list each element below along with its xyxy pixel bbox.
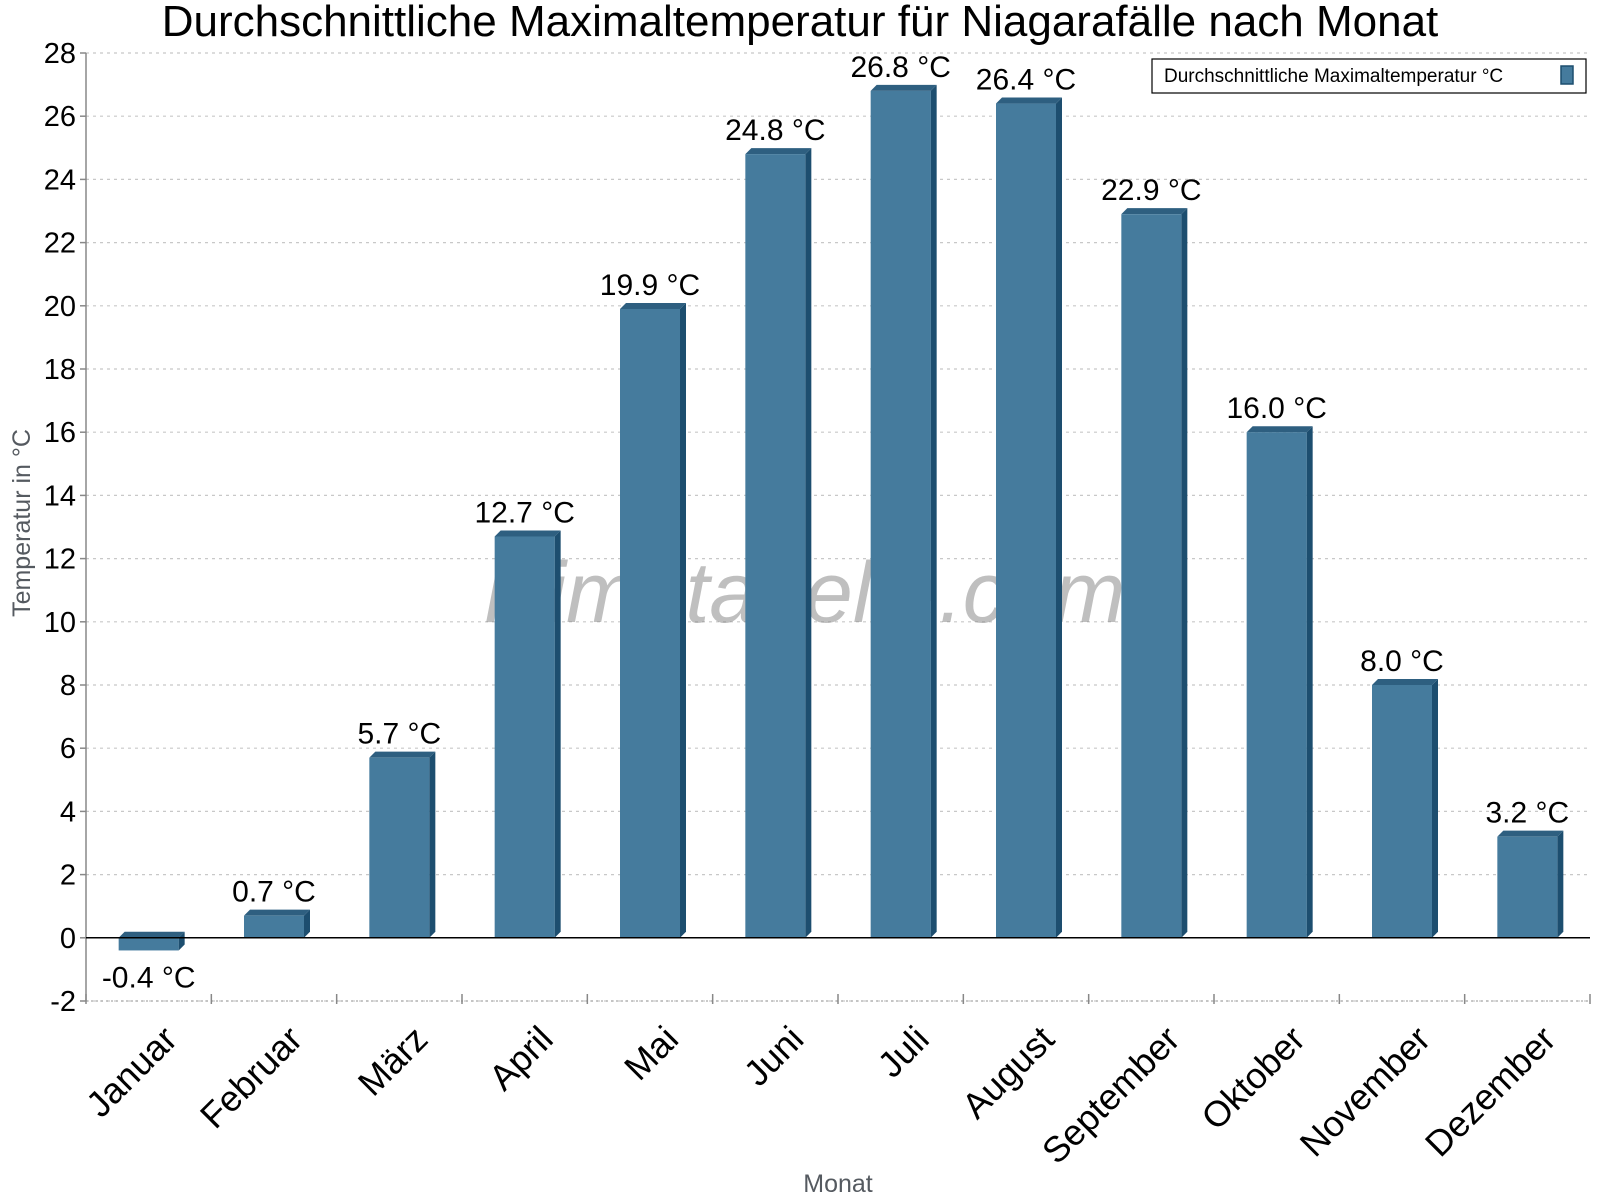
data-label: 5.7 °C — [357, 718, 441, 751]
x-tick-label: Oktober — [1193, 1018, 1313, 1138]
bar — [996, 103, 1056, 938]
data-label: 24.8 °C — [725, 114, 825, 147]
data-label: 19.9 °C — [600, 269, 700, 302]
x-tick-label: Januar — [78, 1018, 185, 1125]
x-tick-label: Dezember — [1417, 1018, 1563, 1164]
x-tick-label: April — [481, 1018, 561, 1098]
y-tick-label: 6 — [60, 733, 76, 765]
bar-side — [1432, 679, 1438, 938]
data-label: 3.2 °C — [1485, 797, 1569, 830]
y-tick-label: 22 — [44, 228, 76, 260]
y-tick-label: 20 — [44, 291, 76, 323]
y-tick-label: 0 — [60, 923, 76, 955]
bar — [244, 915, 304, 938]
y-tick-label: 28 — [44, 38, 76, 70]
x-tick-label: Februar — [192, 1018, 310, 1136]
data-label: 22.9 °C — [1101, 174, 1201, 207]
x-tick-label: August — [954, 1018, 1062, 1126]
y-tick-label: 16 — [44, 417, 76, 449]
bar-side — [554, 530, 561, 938]
bar-top — [244, 909, 310, 916]
y-tick-label: 18 — [44, 354, 76, 386]
bar — [494, 536, 555, 938]
data-label: 0.7 °C — [232, 876, 316, 909]
bar-side — [1056, 97, 1062, 938]
y-tick-label: 2 — [60, 860, 76, 892]
grid-lines — [86, 52, 1590, 1002]
x-tick-label: September — [1034, 1018, 1188, 1172]
bar — [620, 308, 680, 938]
bar-side — [680, 302, 686, 938]
data-labels: -0.4 °C 0.7 °C 5.7 °C 12.7 °C 19.9 °C 24.8 °C… — [102, 51, 1569, 995]
bar-top — [118, 931, 185, 938]
bar-side — [429, 751, 436, 938]
legend: Durchschnittliche Maximaltemperatur °C — [1151, 58, 1587, 94]
bar-side — [930, 84, 937, 938]
data-label: 16.0 °C — [1226, 392, 1326, 425]
bar-side — [304, 909, 310, 938]
bar — [870, 90, 931, 938]
data-label: 26.8 °C — [850, 51, 950, 84]
bar-top — [745, 148, 812, 155]
bar — [118, 937, 179, 951]
data-label: 8.0 °C — [1360, 645, 1444, 678]
axes — [80, 52, 1591, 1004]
bar — [745, 154, 806, 938]
bar-top — [1372, 679, 1438, 685]
bar-side — [805, 148, 812, 938]
y-tick-label: 24 — [44, 164, 76, 196]
bar-side — [1557, 830, 1564, 938]
bar-top — [996, 97, 1062, 104]
bar — [1372, 685, 1432, 938]
x-tick-label: Juli — [870, 1018, 937, 1085]
y-tick-label: -2 — [50, 986, 76, 1018]
bars-group — [118, 84, 1564, 951]
y-tick-label: 10 — [44, 607, 76, 639]
bar-top — [369, 751, 436, 758]
y-tick-label: 26 — [44, 101, 76, 133]
bar — [1497, 836, 1558, 938]
bar-side — [1181, 208, 1188, 938]
bar-top — [494, 530, 561, 537]
y-axis-label: Temperatur in °C — [8, 429, 36, 617]
data-label: -0.4 °C — [102, 961, 196, 994]
bar-top — [1246, 426, 1313, 433]
bar-top — [870, 84, 937, 91]
bar — [1121, 214, 1182, 938]
legend-box — [1151, 58, 1587, 94]
x-tick-label: März — [350, 1018, 436, 1104]
x-tick-label: November — [1292, 1018, 1438, 1164]
y-tick-label: 12 — [44, 544, 76, 576]
chart-title: Durchschnittliche Maximaltemperatur für … — [162, 0, 1439, 46]
x-tick-labels: Januar Februar März April Mai Juni Juli AugustS… — [78, 1018, 1564, 1172]
data-label: 26.4 °C — [976, 64, 1076, 97]
y-tick-label: 14 — [44, 480, 76, 512]
y-tick-label: 4 — [60, 796, 76, 828]
legend-label: Durchschnittliche Maximaltemperatur °C — [1164, 66, 1503, 87]
data-label: 12.7 °C — [474, 496, 574, 529]
legend-swatch — [1560, 65, 1574, 85]
bar-top — [620, 302, 686, 309]
bar-top — [1497, 830, 1564, 837]
x-tick-label: Juni — [736, 1018, 812, 1094]
y-tick-label: 8 — [60, 670, 76, 702]
bar-side — [178, 931, 185, 951]
bar — [369, 757, 430, 938]
x-axis-label: Monat — [803, 1170, 873, 1198]
bar-side — [1306, 426, 1313, 938]
bar-top — [1121, 208, 1188, 215]
bar — [1246, 432, 1307, 938]
x-tick-label: Mai — [616, 1018, 686, 1088]
